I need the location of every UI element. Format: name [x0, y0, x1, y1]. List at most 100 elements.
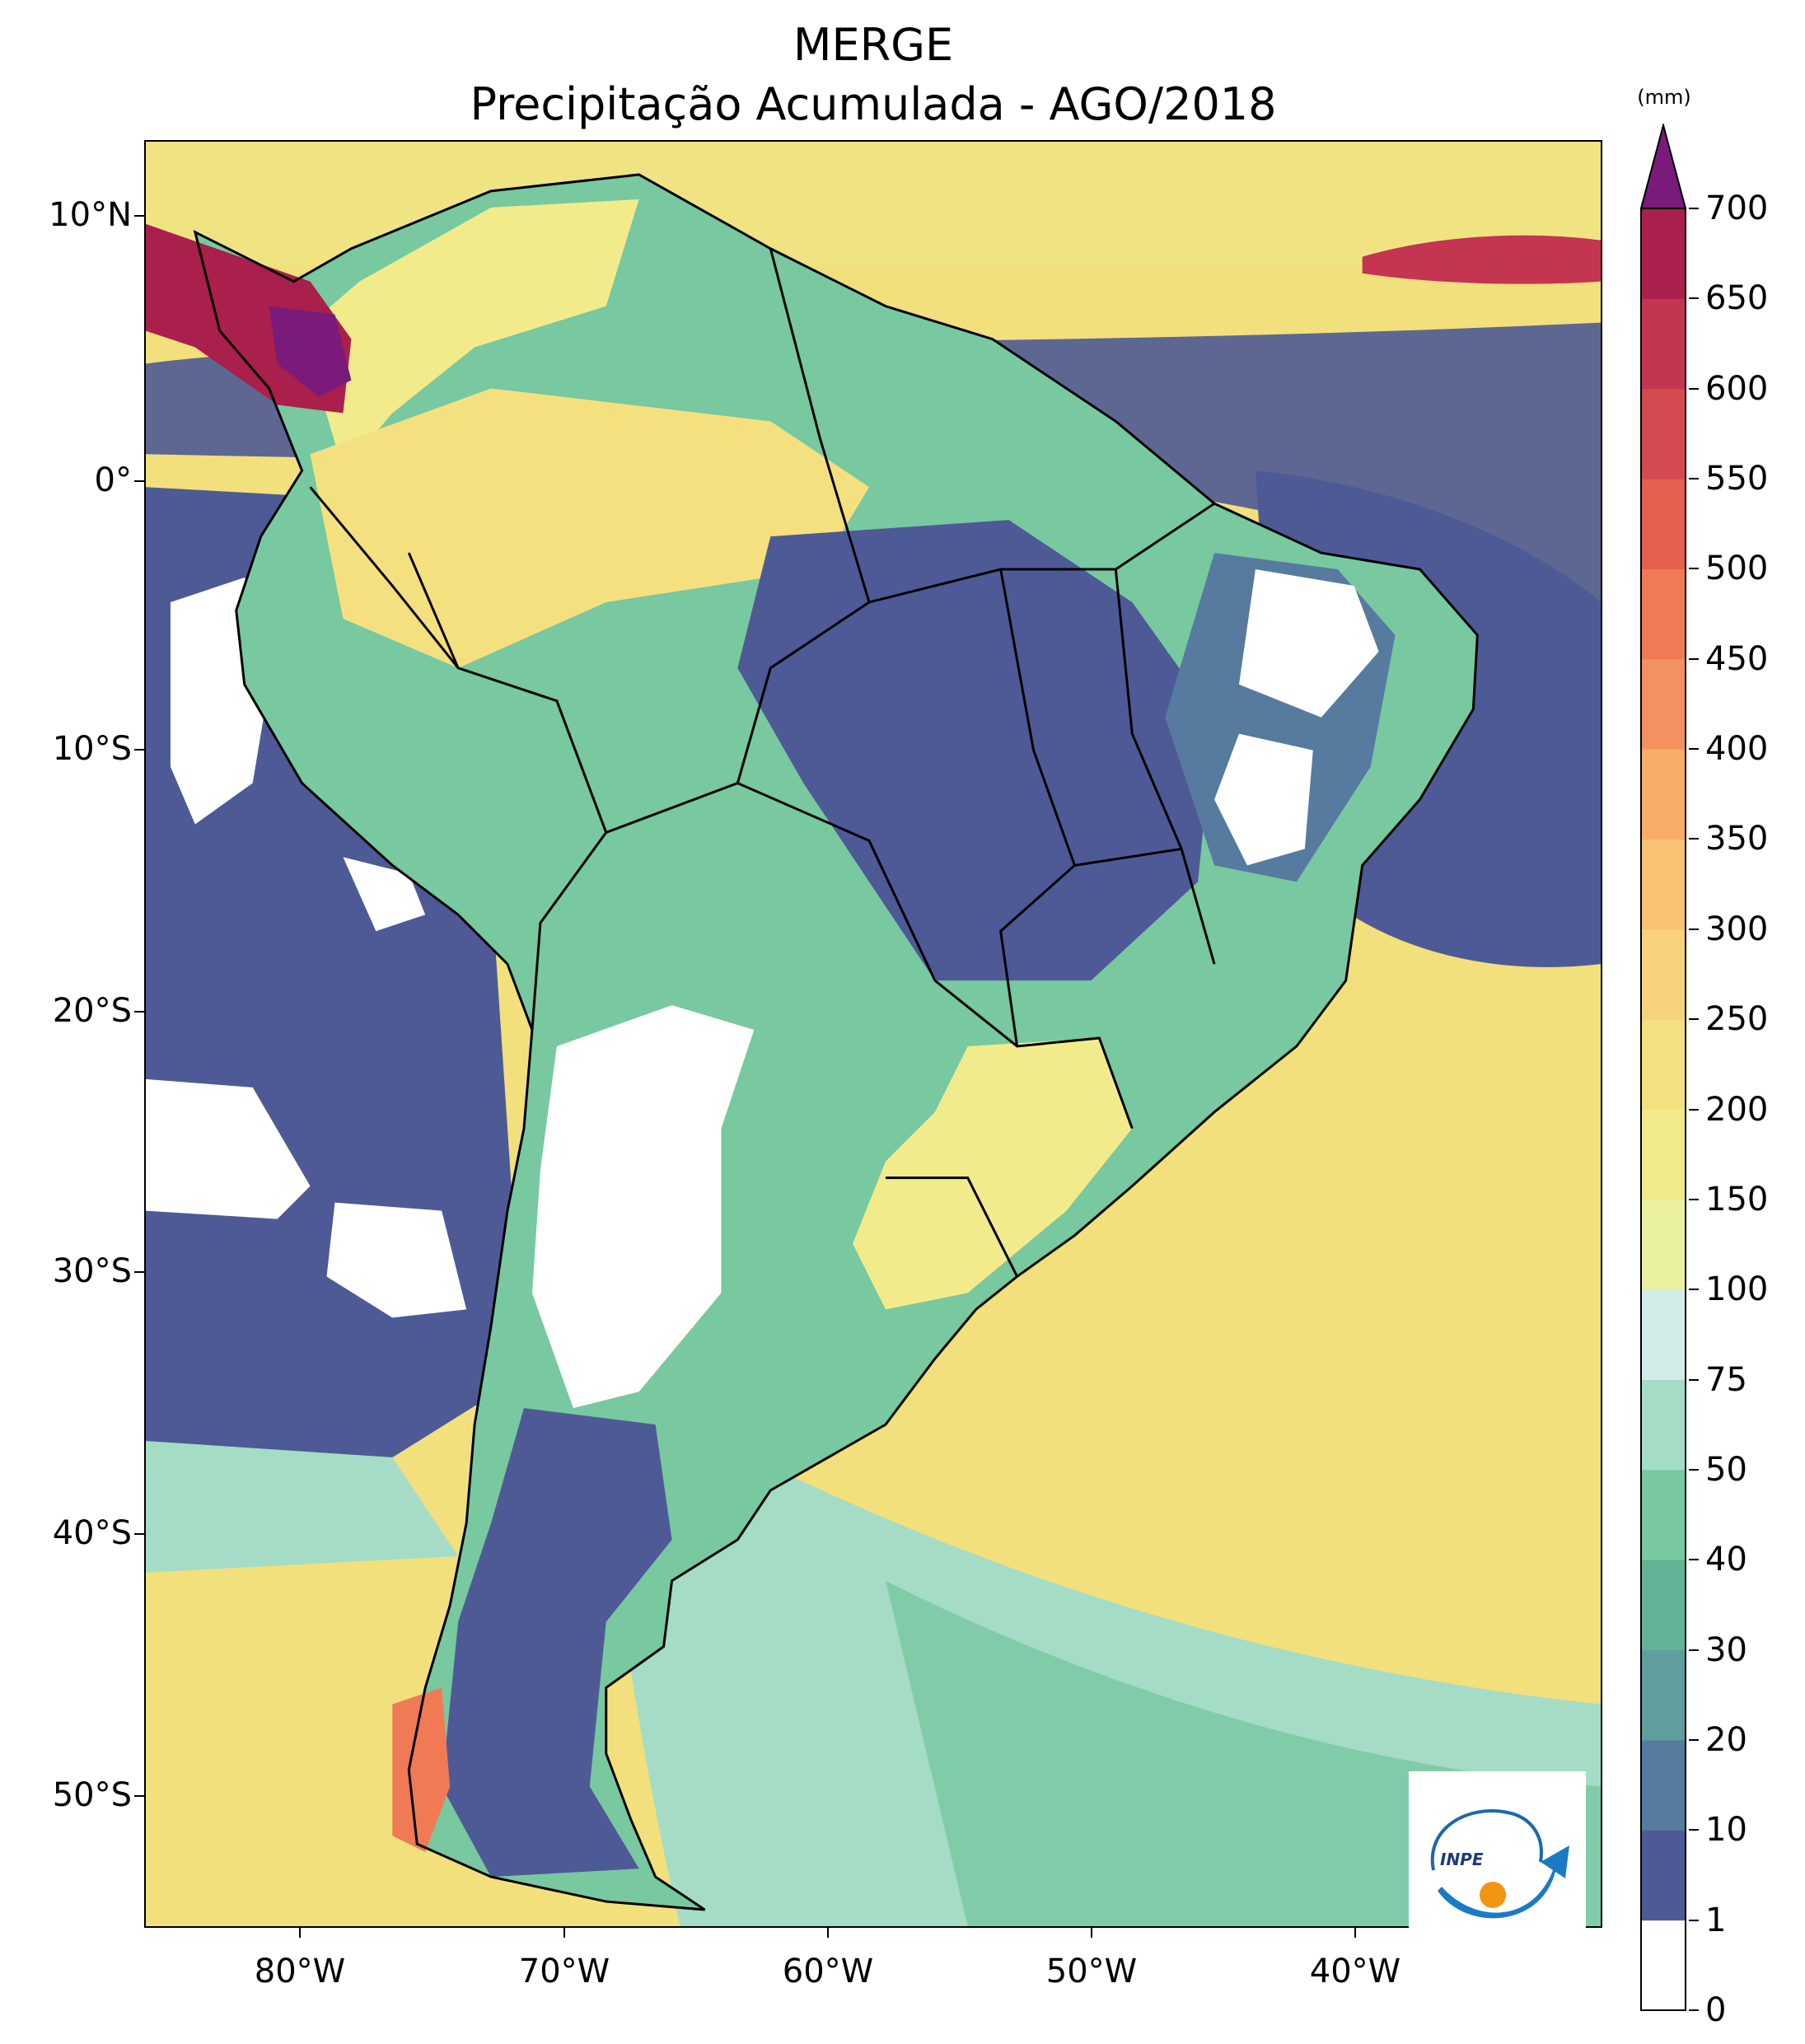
colorbar-bin	[1641, 1469, 1686, 1560]
colorbar-bin	[1641, 1199, 1686, 1290]
colorbar-tick-label: 10	[1705, 1811, 1747, 1850]
pacific-dry-patch	[326, 1202, 467, 1318]
colorbar-tick-label: 700	[1705, 189, 1769, 227]
colorbar-tick-label: 150	[1705, 1180, 1769, 1218]
colorbar-bin	[1641, 298, 1686, 390]
colorbar-tick-mark	[1689, 297, 1699, 300]
lat-tick-mark	[134, 1533, 144, 1535]
colorbar-tick-label: 450	[1705, 639, 1769, 678]
lat-tick-mark	[134, 749, 144, 751]
lat-tick-label: 40°S	[52, 1514, 132, 1552]
lat-tick-mark	[134, 215, 144, 217]
colorbar	[1639, 124, 1687, 2011]
northeast-dry-white	[1238, 569, 1379, 718]
colorbar-tick-mark	[1689, 208, 1699, 209]
colorbar-tick-label: 30	[1705, 1630, 1747, 1669]
colorbar-tick-mark	[1689, 1198, 1699, 1200]
country-borders	[193, 173, 1479, 1911]
patagonia-dry	[442, 1408, 672, 1878]
northwest-amazon-wet	[310, 388, 870, 668]
colorbar-tick-mark	[1689, 478, 1699, 480]
precipitation-map	[144, 140, 1602, 1928]
lat-tick-label: 30°S	[52, 1252, 132, 1290]
andes-wet-north	[302, 199, 639, 471]
lat-tick-label: 20°S	[52, 992, 132, 1030]
colorbar-bin	[1641, 1019, 1686, 1110]
colorbar-tick-label: 650	[1705, 279, 1769, 318]
colorbar-bin	[1641, 208, 1686, 299]
colorbar-unit: (mm)	[1637, 86, 1691, 109]
lon-tick-mark	[1354, 1928, 1356, 1938]
colorbar-tick-mark	[1689, 657, 1699, 660]
lon-tick-mark	[827, 1928, 829, 1938]
colorbar-tick-mark	[1689, 387, 1699, 390]
lon-tick-mark	[299, 1928, 301, 1938]
colorbar-tick-mark	[1689, 1559, 1699, 1561]
colorbar-tick-label: 550	[1705, 460, 1769, 498]
colorbar-tick-label: 40	[1705, 1541, 1747, 1579]
colorbar-tick-mark	[1689, 1289, 1699, 1291]
chart-subtitle: Precipitação Acumulada - AGO/2018	[470, 78, 1277, 130]
colorbar-tick-label: 100	[1705, 1270, 1769, 1309]
lat-tick-mark	[134, 1271, 144, 1273]
colorbar-bin	[1641, 388, 1686, 479]
lat-tick-label: 10°S	[52, 730, 132, 768]
lon-tick-mark	[563, 1928, 565, 1938]
lon-tick-label: 70°W	[518, 1953, 610, 1990]
colorbar-tick-label: 300	[1705, 910, 1769, 948]
colorbar-tick-mark	[1689, 1468, 1699, 1471]
colorbar-tick-label: 350	[1705, 820, 1769, 858]
map-canvas	[146, 142, 1601, 1926]
colorbar-bin	[1641, 1649, 1686, 1741]
chart-title: MERGE	[793, 19, 954, 71]
colorbar-bin	[1641, 568, 1686, 660]
colorbar-tick-mark	[1689, 1829, 1699, 1831]
colorbar-bin	[1641, 839, 1686, 930]
colorbar-tick-mark	[1689, 1108, 1699, 1111]
southern-chile-wet	[392, 1687, 451, 1853]
lat-tick-label: 0°	[94, 461, 132, 499]
lon-tick-label: 80°W	[254, 1953, 346, 1990]
colorbar-tick-mark	[1689, 568, 1699, 570]
colorbar-tick-mark	[1689, 1919, 1699, 1921]
colorbar-tick-mark	[1689, 1018, 1699, 1021]
colorbar-bin	[1641, 1109, 1686, 1200]
colorbar-bin	[1641, 1920, 1686, 2011]
colorbar-extend-arrow	[1639, 124, 1687, 209]
colorbar-outline	[1640, 208, 1686, 2011]
inpe-logo: INPE	[1409, 1771, 1586, 1944]
lat-tick-mark	[134, 1011, 144, 1013]
colorbar-bin	[1641, 479, 1686, 569]
colorbar-tick-label: 20	[1705, 1720, 1747, 1759]
lon-tick-mark	[1091, 1928, 1092, 1938]
colorbar-tick-label: 50	[1705, 1450, 1747, 1489]
brazil-central-dry	[737, 520, 1215, 981]
lat-tick-mark	[134, 480, 144, 482]
lat-tick-mark	[134, 1795, 144, 1797]
colorbar-tick-label: 250	[1705, 1000, 1769, 1039]
colorbar-bin	[1641, 1830, 1686, 1921]
lat-tick-label: 10°N	[49, 196, 132, 234]
colorbar-bin	[1641, 658, 1686, 750]
colorbar-bin	[1641, 928, 1686, 1020]
atlantic-itcz-rain	[1362, 235, 1601, 284]
colorbar-bin	[1641, 1289, 1686, 1381]
lon-tick-label: 50°W	[1045, 1953, 1138, 1990]
colorbar-tick-mark	[1689, 1378, 1699, 1381]
colorbar-bin	[1641, 1379, 1686, 1471]
inpe-logo-text: INPE	[1440, 1850, 1484, 1869]
colorbar-tick-mark	[1689, 838, 1699, 840]
colorbar-tick-mark	[1689, 2009, 1699, 2011]
colorbar-tick-mark	[1689, 928, 1699, 930]
colorbar-tick-label: 400	[1705, 730, 1769, 769]
colorbar-tick-label: 1	[1705, 1901, 1727, 1939]
colorbar-tick-mark	[1689, 1649, 1699, 1651]
south-pacific-green	[146, 1441, 459, 1573]
colorbar-bin	[1641, 749, 1686, 840]
colorbar-tick-label: 500	[1705, 550, 1769, 588]
lon-tick-label: 60°W	[782, 1953, 874, 1990]
panama-max-rain	[269, 306, 352, 397]
northeast-dry-white	[1214, 733, 1313, 866]
lat-tick-label: 50°S	[52, 1776, 132, 1814]
colorbar-tick-mark	[1689, 748, 1699, 751]
